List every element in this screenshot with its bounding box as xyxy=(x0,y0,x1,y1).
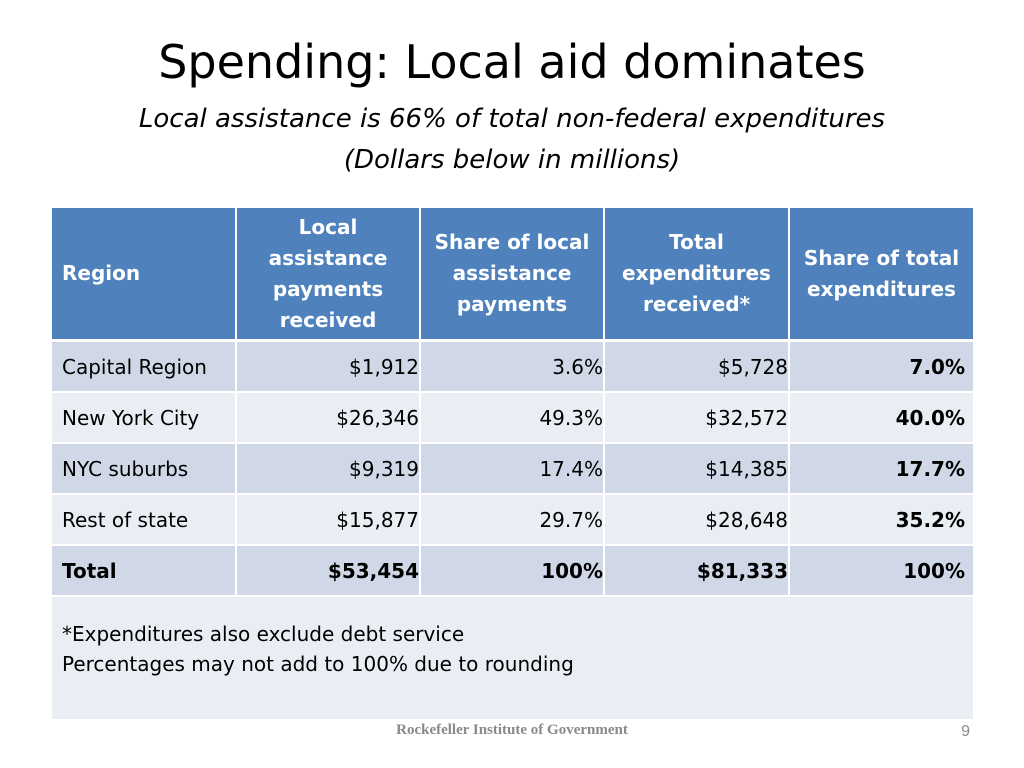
column-header-local-assistance: Local assistance payments received xyxy=(236,208,421,342)
column-header-share-total: Share of total expenditures xyxy=(789,208,973,342)
region-cell: New York City xyxy=(52,392,237,444)
table-notes: *Expenditures also exclude debt service … xyxy=(52,596,973,721)
footer-institution: Rockefeller Institute of Government xyxy=(396,722,628,738)
column-header-share-local: Share of local assistance payments xyxy=(420,208,605,342)
share-total-cell: 7.0% xyxy=(789,340,973,393)
local-assistance-cell: $53,454 xyxy=(236,545,421,597)
total-expenditures-cell: $81,333 xyxy=(604,545,790,597)
column-header-total-expenditures: Total expenditures received* xyxy=(604,208,790,342)
region-cell: Capital Region xyxy=(52,340,237,393)
table-row: NYC suburbs $9,319 17.4% $14,385 17.7% xyxy=(52,443,973,495)
local-assistance-cell: $9,319 xyxy=(236,443,421,495)
table-row: Capital Region $1,912 3.6% $5,728 7.0% xyxy=(52,340,973,393)
region-cell: Rest of state xyxy=(52,494,237,546)
region-cell: Total xyxy=(52,545,237,597)
total-expenditures-cell: $28,648 xyxy=(604,494,790,546)
spending-table: Region Local assistance payments receive… xyxy=(52,208,973,721)
table-row: New York City $26,346 49.3% $32,572 40.0… xyxy=(52,392,973,444)
share-total-cell: 40.0% xyxy=(789,392,973,444)
share-local-cell: 29.7% xyxy=(420,494,605,546)
total-expenditures-cell: $5,728 xyxy=(604,340,790,393)
share-local-cell: 17.4% xyxy=(420,443,605,495)
total-expenditures-cell: $32,572 xyxy=(604,392,790,444)
slide-subtitle: Local assistance is 66% of total non-fed… xyxy=(138,104,886,134)
share-local-cell: 3.6% xyxy=(420,340,605,393)
slide-title: Spending: Local aid dominates xyxy=(158,35,866,89)
local-assistance-cell: $26,346 xyxy=(236,392,421,444)
share-local-cell: 100% xyxy=(420,545,605,597)
table-header-row: Region Local assistance payments receive… xyxy=(52,208,973,342)
local-assistance-cell: $1,912 xyxy=(236,340,421,393)
footnote-debt-service: *Expenditures also exclude debt service xyxy=(62,622,465,646)
slide-units-note: (Dollars below in millions) xyxy=(343,145,681,175)
footnote-rounding: Percentages may not add to 100% due to r… xyxy=(62,652,574,676)
share-total-cell: 35.2% xyxy=(789,494,973,546)
table-total-row: Total $53,454 100% $81,333 100% xyxy=(52,545,973,597)
region-cell: NYC suburbs xyxy=(52,443,237,495)
share-total-cell: 100% xyxy=(789,545,973,597)
share-total-cell: 17.7% xyxy=(789,443,973,495)
page-number: 9 xyxy=(961,723,970,740)
local-assistance-cell: $15,877 xyxy=(236,494,421,546)
share-local-cell: 49.3% xyxy=(420,392,605,444)
table-row: Rest of state $15,877 29.7% $28,648 35.2… xyxy=(52,494,973,546)
table-notes-row: *Expenditures also exclude debt service … xyxy=(52,596,973,721)
column-header-region: Region xyxy=(52,208,237,342)
total-expenditures-cell: $14,385 xyxy=(604,443,790,495)
